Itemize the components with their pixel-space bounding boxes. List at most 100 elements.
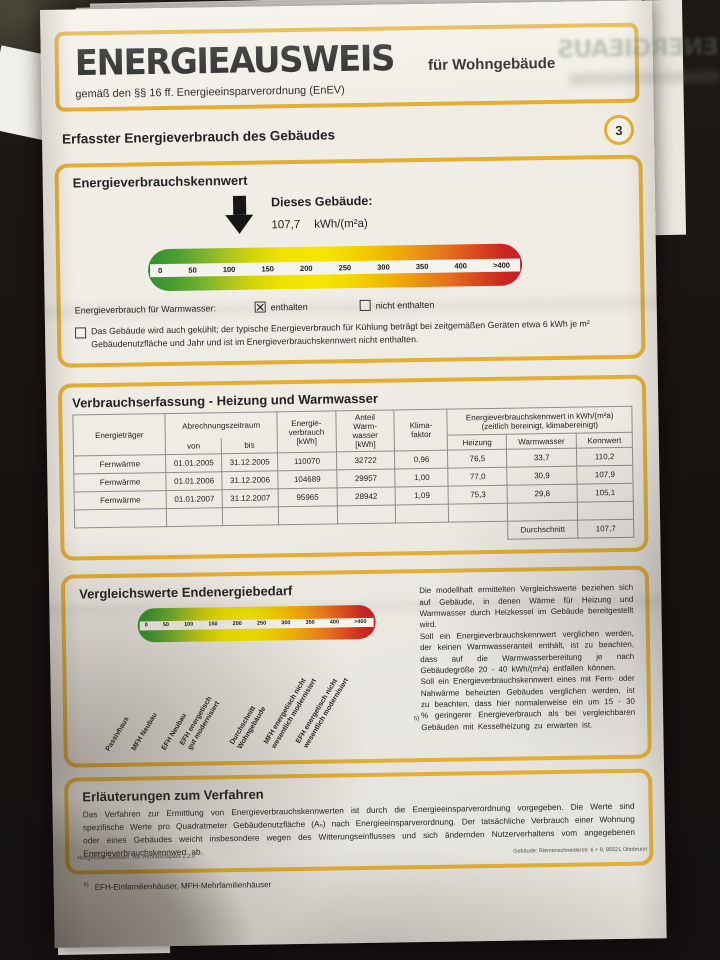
footnote-marker: 5) (413, 716, 420, 723)
col-header-abrechnungszeitraum: Abrechnungszeitraum (165, 412, 278, 440)
section-title: Erfasster Energieverbrauch des Gebäudes (61, 126, 336, 147)
cooling-note-text: Das Gebäude wird auch gekühlt; der typis… (90, 318, 590, 350)
checkbox-unchecked-icon (74, 327, 87, 339)
building-unit: kWh/(m²a) (314, 217, 368, 231)
cell (507, 502, 578, 522)
tick-250: 250 (256, 620, 267, 628)
tick-300: 300 (377, 262, 390, 272)
cell: Fernwärme (73, 472, 167, 493)
cell: 01.01.2005 (165, 454, 222, 473)
cell: 31.12.2005 (221, 453, 278, 473)
tick-50: 50 (188, 265, 197, 275)
tick-0: 0 (158, 265, 163, 275)
cell: 105,1 (577, 483, 634, 503)
col-header-anteil-warmwasser: Anteil Warm- wasser [kWh] (335, 410, 395, 453)
cell (395, 504, 450, 524)
label-durchschnitt-wohngebaeude: Durchschnitt Wohngebäude (228, 705, 268, 751)
tick-50: 50 (162, 622, 170, 629)
arrow-shaft (232, 195, 246, 215)
vergleich-paragraph-1: Die modellhaft ermittelten Vergleichswer… (419, 583, 634, 630)
section-header-row: Erfasster Energieverbrauch des Gebäudes … (61, 114, 635, 154)
page-number-badge: 3 (603, 114, 635, 146)
cell: 31.12.2007 (222, 489, 279, 509)
cooling-note-row: Das Gebäude wird auch gekühlt; der typis… (74, 317, 627, 352)
cell: 31.12.2006 (221, 471, 279, 491)
label-passivhaus: Passivhaus (104, 716, 131, 753)
cell (222, 507, 279, 527)
kennwert-box: Energieverbrauchskennwert Dieses Gebäude… (54, 154, 646, 369)
average-value: 107,7 (577, 519, 634, 539)
cell: 104689 (277, 470, 337, 490)
cell: 29,8 (507, 484, 578, 504)
cell: 28942 (336, 487, 396, 507)
col-header-bis: bis (221, 437, 278, 455)
cell: 1,00 (395, 468, 449, 488)
col-header-energietraeger: Energieträger (72, 413, 166, 457)
cell: 1,09 (395, 486, 449, 506)
this-building-label: Dieses Gebäude: (270, 193, 373, 210)
col-header-warmwasser: Warmwasser (506, 432, 577, 450)
title-box: ENERGIEAUSWEIS für Wohngebäude gemäß den… (54, 22, 640, 112)
cell: 33,7 (506, 448, 577, 468)
consumption-table: Energieträger Abrechnungszeitraum Energi… (72, 406, 634, 547)
comparison-scale-bar: 0 50 100 150 200 250 300 350 400 >400 (137, 605, 376, 643)
tick-400: 400 (454, 260, 468, 271)
cell (577, 501, 634, 521)
cell (448, 503, 508, 523)
tick-100: 100 (184, 622, 194, 629)
cell: 32722 (336, 451, 396, 471)
footnote-text: EFH-Einfamilienhäuser, MFH-Mehrfamilienh… (94, 879, 272, 892)
option-included-label: enthalten (270, 301, 308, 312)
tick-0: 0 (144, 622, 148, 629)
cell: Fernwärme (73, 454, 167, 475)
col-header-kennwert: Kennwert (576, 432, 633, 449)
tick-250: 250 (338, 262, 352, 272)
cell: 110,2 (576, 447, 633, 467)
cell: 107,9 (576, 465, 634, 485)
option-not-included: nicht enthalten (359, 299, 435, 312)
document-title-suffix: für Wohngebäude (427, 54, 556, 74)
verbrauch-box: Verbrauchserfassung - Heizung und Warmwa… (57, 374, 649, 562)
col-header-heizung: Heizung (447, 434, 507, 451)
label-mfh-neubau: MFH Neubau (130, 712, 159, 753)
tick-200: 200 (232, 621, 242, 628)
cell: 29957 (336, 469, 396, 489)
footnote-marker: 5) (83, 882, 89, 889)
option-included: ✕ enthalten (254, 299, 308, 315)
vergleich-box-title: Vergleichswerte Endenergiebedarf (79, 583, 293, 602)
col-header-klimafaktor: Klima- faktor (394, 409, 448, 452)
cell: 110070 (277, 452, 337, 472)
energieausweis-document-page: ENERGIEAUSWEIS für Wohngebäude gemäß den… (40, 0, 667, 948)
cell: 77,0 (448, 467, 508, 487)
cell: 01.01.2007 (166, 490, 223, 509)
energy-scale-ticks: 0 50 100 150 200 250 300 350 400 >400 (150, 257, 521, 277)
cell: 75,3 (448, 485, 508, 505)
cell (337, 505, 396, 525)
cell: 30,9 (506, 466, 578, 486)
average-label: Durchschnitt (507, 520, 578, 540)
vergleich-paragraph-3: Soll ein Energieverbrauchskennwert eines… (420, 673, 636, 732)
comparison-scale-ticks: 0 50 100 150 200 250 300 350 400 >400 (139, 617, 374, 631)
cell: 01.01.2006 (166, 472, 223, 491)
comparison-labels: Passivhaus MFH Neubau EFH Neubau EFH ene… (80, 642, 422, 755)
col-header-energieverbrauch: Energie- verbrauch [kWh] (276, 411, 337, 454)
vergleich-box: Vergleichswerte Endenergiebedarf 0 50 10… (60, 565, 652, 769)
tick-400: 400 (329, 619, 340, 626)
tick-350: 350 (305, 620, 315, 627)
checkbox-checked-icon: ✕ (254, 299, 266, 315)
tick-150: 150 (261, 263, 274, 274)
arrow-head (225, 214, 254, 235)
tick-200: 200 (299, 263, 313, 273)
tick-over-400: >400 (354, 619, 367, 626)
this-building-value-row: 107,7 kWh/(m²a) (271, 218, 368, 232)
cell: 0,96 (394, 450, 449, 470)
this-building-callout: Dieses Gebäude: 107,7 kWh/(m²a) (73, 186, 626, 251)
col-header-kennwert-group: Energieverbrauchskennwert in kWh/(m²a) (… (447, 406, 633, 436)
tick-100: 100 (222, 264, 236, 274)
vergleich-text-column: Die modellhaft ermittelten Vergleichswer… (419, 578, 636, 750)
checkbox-unchecked-icon (359, 299, 371, 312)
document-title: ENERGIEAUSWEIS (74, 37, 395, 85)
tick-350: 350 (415, 261, 429, 271)
check-x-glyph: ✕ (255, 299, 266, 315)
energy-scale-bar: 0 50 100 150 200 250 300 350 400 >400 (147, 243, 523, 292)
